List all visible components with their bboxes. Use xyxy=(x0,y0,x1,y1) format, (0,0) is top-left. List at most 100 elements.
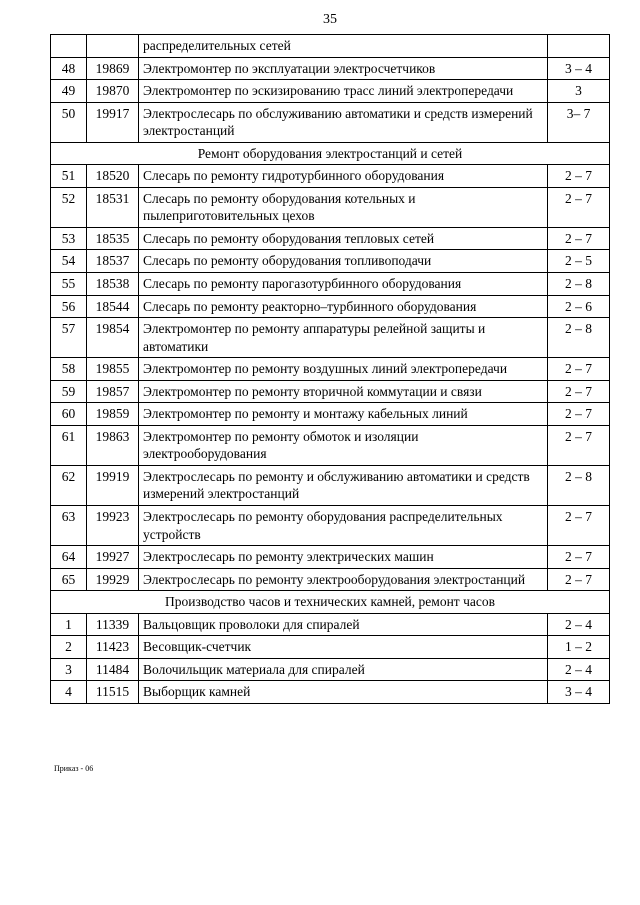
table-row: 4819869Электромонтер по эксплуатации эле… xyxy=(51,57,610,80)
table-row: 4919870Электромонтер по эскизированию тр… xyxy=(51,80,610,103)
table-row: 5418537Слесарь по ремонту оборудования т… xyxy=(51,250,610,273)
row-number-cell: 60 xyxy=(51,403,87,426)
row-grade-cell: 2 – 7 xyxy=(548,568,610,591)
row-code-cell: 19869 xyxy=(87,57,139,80)
row-number-cell: 63 xyxy=(51,506,87,546)
row-code-cell: 19927 xyxy=(87,546,139,569)
row-grade-cell: 2 – 4 xyxy=(548,613,610,636)
table-row: 5919857Электромонтер по ремонту вторично… xyxy=(51,380,610,403)
row-description-cell: Электрослесарь по обслуживанию автоматик… xyxy=(139,102,548,142)
row-grade-cell: 2 – 8 xyxy=(548,273,610,296)
row-number-cell: 52 xyxy=(51,187,87,227)
row-grade-cell: 2 – 7 xyxy=(548,187,610,227)
row-code-cell: 11423 xyxy=(87,636,139,659)
row-grade-cell: 3 – 4 xyxy=(548,681,610,704)
row-description-cell: Электромонтер по ремонту воздушных линий… xyxy=(139,358,548,381)
row-grade-cell: 2 – 6 xyxy=(548,295,610,318)
table-row: 6419927Электрослесарь по ремонту электри… xyxy=(51,546,610,569)
table-row: 411515Выборщик камней3 – 4 xyxy=(51,681,610,704)
row-description-cell: Вальцовщик проволоки для спиралей xyxy=(139,613,548,636)
row-number-cell: 56 xyxy=(51,295,87,318)
row-number-cell: 50 xyxy=(51,102,87,142)
table-row: 5019917Электрослесарь по обслуживанию ав… xyxy=(51,102,610,142)
row-description-cell: распределительных сетей xyxy=(139,35,548,58)
row-description-cell: Электромонтер по ремонту и монтажу кабел… xyxy=(139,403,548,426)
row-code-cell: 18535 xyxy=(87,227,139,250)
row-number-cell: 65 xyxy=(51,568,87,591)
row-code-cell: 11484 xyxy=(87,658,139,681)
row-grade-cell: 3 – 4 xyxy=(548,57,610,80)
row-code-cell: 19863 xyxy=(87,425,139,465)
section-header-cell: Ремонт оборудования электростанций и сет… xyxy=(51,142,610,165)
row-description-cell: Слесарь по ремонту оборудования топливоп… xyxy=(139,250,548,273)
row-grade-cell: 2 – 8 xyxy=(548,318,610,358)
row-number-cell: 51 xyxy=(51,165,87,188)
row-code-cell: 18520 xyxy=(87,165,139,188)
row-number-cell: 2 xyxy=(51,636,87,659)
table-row: 5218531Слесарь по ремонту оборудования к… xyxy=(51,187,610,227)
row-description-cell: Электромонтер по эксплуатации электросче… xyxy=(139,57,548,80)
row-code-cell: 19854 xyxy=(87,318,139,358)
table-row: 6219919Электрослесарь по ремонту и обслу… xyxy=(51,465,610,505)
table-row: 5518538Слесарь по ремонту парогазотурбин… xyxy=(51,273,610,296)
row-grade-cell: 2 – 8 xyxy=(548,465,610,505)
row-code-cell: 11339 xyxy=(87,613,139,636)
row-description-cell: Весовщик-счетчик xyxy=(139,636,548,659)
row-grade-cell: 1 – 2 xyxy=(548,636,610,659)
row-grade-cell xyxy=(548,35,610,58)
row-code-cell: 19919 xyxy=(87,465,139,505)
row-number-cell: 49 xyxy=(51,80,87,103)
row-code-cell xyxy=(87,35,139,58)
table-row: 6519929Электрослесарь по ремонту электро… xyxy=(51,568,610,591)
row-description-cell: Электромонтер по ремонту аппаратуры реле… xyxy=(139,318,548,358)
table-row: Производство часов и технических камней,… xyxy=(51,591,610,614)
row-code-cell: 19917 xyxy=(87,102,139,142)
row-grade-cell: 2 – 7 xyxy=(548,403,610,426)
row-grade-cell: 2 – 7 xyxy=(548,425,610,465)
table-row: 211423Весовщик-счетчик1 – 2 xyxy=(51,636,610,659)
row-grade-cell: 3 xyxy=(548,80,610,103)
row-grade-cell: 2 – 4 xyxy=(548,658,610,681)
row-code-cell: 19929 xyxy=(87,568,139,591)
row-code-cell: 11515 xyxy=(87,681,139,704)
row-grade-cell: 2 – 7 xyxy=(548,506,610,546)
row-number-cell: 53 xyxy=(51,227,87,250)
row-description-cell: Слесарь по ремонту гидротурбинного обору… xyxy=(139,165,548,188)
table-row: 311484Волочильщик материала для спиралей… xyxy=(51,658,610,681)
row-number-cell: 57 xyxy=(51,318,87,358)
row-description-cell: Слесарь по ремонту оборудования тепловых… xyxy=(139,227,548,250)
row-number-cell: 62 xyxy=(51,465,87,505)
row-number-cell: 61 xyxy=(51,425,87,465)
row-number-cell: 58 xyxy=(51,358,87,381)
row-number-cell: 3 xyxy=(51,658,87,681)
document-page: 35 распределительных сетей4819869Электро… xyxy=(0,0,640,793)
row-description-cell: Электромонтер по эскизированию трасс лин… xyxy=(139,80,548,103)
row-grade-cell: 3– 7 xyxy=(548,102,610,142)
row-description-cell: Слесарь по ремонту реакторно–турбинного … xyxy=(139,295,548,318)
row-code-cell: 19859 xyxy=(87,403,139,426)
row-description-cell: Электрослесарь по ремонту электрооборудо… xyxy=(139,568,548,591)
row-grade-cell: 2 – 7 xyxy=(548,546,610,569)
table-row: Ремонт оборудования электростанций и сет… xyxy=(51,142,610,165)
row-number-cell: 48 xyxy=(51,57,87,80)
table-row: 111339Вальцовщик проволоки для спиралей2… xyxy=(51,613,610,636)
row-grade-cell: 2 – 7 xyxy=(548,227,610,250)
row-grade-cell: 2 – 7 xyxy=(548,380,610,403)
row-code-cell: 18544 xyxy=(87,295,139,318)
row-code-cell: 18538 xyxy=(87,273,139,296)
row-code-cell: 18531 xyxy=(87,187,139,227)
row-code-cell: 19857 xyxy=(87,380,139,403)
table-row: 6319923Электрослесарь по ремонту оборудо… xyxy=(51,506,610,546)
row-code-cell: 18537 xyxy=(87,250,139,273)
footer-text: Приказ - 06 xyxy=(54,764,610,773)
row-grade-cell: 2 – 5 xyxy=(548,250,610,273)
table-row: 5719854Электромонтер по ремонту аппарату… xyxy=(51,318,610,358)
row-number-cell: 4 xyxy=(51,681,87,704)
table-row: распределительных сетей xyxy=(51,35,610,58)
row-number-cell: 54 xyxy=(51,250,87,273)
row-description-cell: Электрослесарь по ремонту оборудования р… xyxy=(139,506,548,546)
table-row: 6019859Электромонтер по ремонту и монтаж… xyxy=(51,403,610,426)
table-row: 5318535Слесарь по ремонту оборудования т… xyxy=(51,227,610,250)
row-grade-cell: 2 – 7 xyxy=(548,358,610,381)
row-number-cell: 64 xyxy=(51,546,87,569)
